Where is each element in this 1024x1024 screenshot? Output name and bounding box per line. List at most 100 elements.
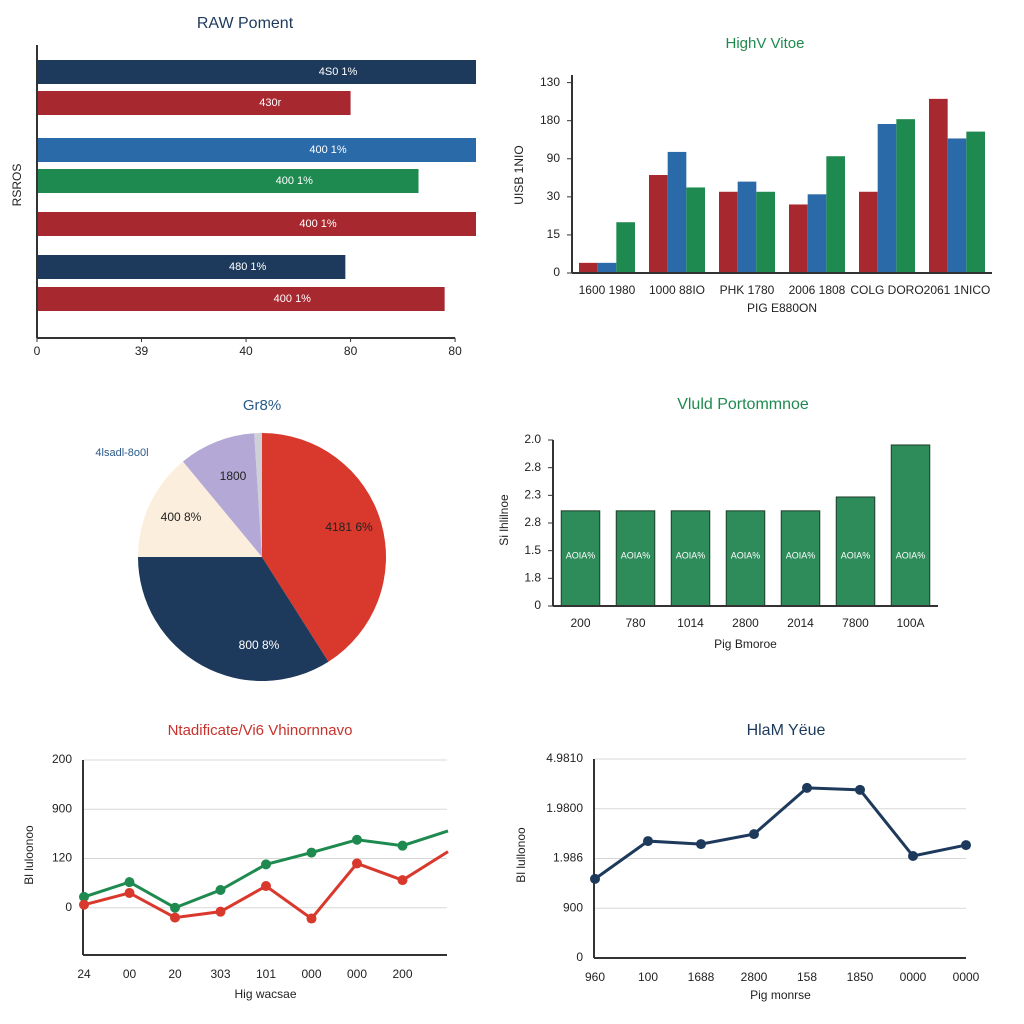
bar — [835, 496, 876, 607]
bar — [929, 98, 948, 273]
bar — [37, 138, 476, 162]
x-tick-label: 1688 — [688, 970, 715, 984]
pie-slice — [254, 433, 262, 557]
bar — [670, 510, 711, 607]
x-axis-label: Hig wacsae — [234, 987, 296, 1001]
bar — [719, 191, 738, 273]
x-tick-label: 200 — [570, 616, 590, 630]
bar — [579, 262, 598, 273]
y-tick-label: 1.986 — [553, 851, 583, 865]
y-tick-label: 900 — [52, 801, 72, 815]
bar-label: AOIA% — [731, 550, 761, 560]
x-tick-label: 24 — [77, 967, 91, 981]
point — [79, 899, 89, 910]
bar — [780, 510, 821, 607]
point — [590, 873, 600, 884]
point — [352, 858, 362, 869]
x-tick-label: 100 — [638, 970, 658, 984]
y-tick-label: 0 — [553, 265, 560, 279]
x-tick-label: 000 — [301, 967, 321, 981]
x-axis-label: Pig Bmoroe — [714, 637, 777, 651]
bar-label: 4S0 1% — [319, 66, 358, 78]
bar-label: AOIA% — [566, 550, 596, 560]
point — [855, 784, 865, 795]
y-tick-label: 1.5 — [524, 543, 541, 557]
y-tick-label: 200 — [52, 752, 72, 766]
bar-label: 400 1% — [274, 293, 312, 305]
x-axis-label: Pig monrse — [750, 988, 811, 1002]
point — [908, 851, 918, 862]
bar-label: 400 1% — [299, 218, 337, 230]
bar — [37, 91, 351, 115]
bar — [37, 255, 346, 279]
slice-label: 400 8% — [161, 510, 202, 524]
bar — [597, 262, 617, 273]
x-tick-label: 303 — [210, 967, 230, 981]
x-axis-label: PIG E880ON — [747, 301, 817, 315]
pie-slice — [182, 433, 262, 557]
bar-label: AOIA% — [841, 550, 871, 560]
y-axis-label: UISB 1NIO — [512, 145, 526, 204]
bar — [947, 138, 967, 273]
point — [261, 859, 271, 870]
line-series — [594, 786, 967, 881]
point — [215, 885, 226, 895]
x-tick-label: 39 — [135, 344, 149, 358]
bar — [37, 287, 445, 311]
x-tick-label: 7800 — [842, 616, 869, 630]
bar — [896, 119, 915, 274]
bar — [966, 131, 985, 273]
x-tick-label: 100A — [896, 616, 924, 630]
bar-label: 400 1% — [309, 144, 347, 156]
bar-label: 400 1% — [276, 175, 314, 187]
x-tick-label: 1600 1980 — [579, 283, 636, 297]
y-axis-label: RSROS — [10, 164, 24, 207]
x-tick-label: 00 — [123, 967, 137, 981]
x-tick-label: 000 — [347, 967, 367, 981]
bar-label: AOIA% — [896, 550, 926, 560]
bar — [807, 194, 827, 273]
x-tick-label: 1014 — [677, 616, 704, 630]
point — [170, 902, 180, 913]
x-tick-label: 40 — [239, 344, 253, 358]
bar — [37, 169, 419, 193]
x-tick-label: 780 — [625, 616, 645, 630]
bar — [859, 191, 878, 273]
slice-label: 800 8% — [239, 638, 280, 652]
bar — [686, 187, 705, 273]
bar-label: AOIA% — [621, 550, 651, 560]
bar — [725, 510, 766, 607]
point — [306, 847, 317, 858]
chart-title: Vluld Portommnoe — [677, 396, 809, 413]
x-tick-label: 0 — [34, 344, 41, 358]
bar — [37, 212, 476, 236]
point — [961, 840, 971, 851]
bar — [756, 191, 775, 273]
point — [124, 887, 135, 898]
x-tick-label: 200 — [392, 967, 412, 981]
bar-label: 480 1% — [229, 261, 267, 273]
point — [261, 881, 271, 892]
y-axis-label: Bl lullonoo — [514, 827, 528, 883]
x-tick-label: 80 — [448, 344, 462, 358]
slice-label: 1800 — [220, 469, 247, 483]
y-tick-label: 2.3 — [524, 488, 541, 502]
x-tick-label: 0000 — [953, 970, 980, 984]
x-tick-label: 80 — [344, 344, 358, 358]
x-tick-label: 0000 — [900, 970, 927, 984]
x-tick-label: 2800 — [741, 970, 768, 984]
point — [696, 839, 706, 850]
bar — [877, 123, 897, 273]
y-tick-label: 1.9800 — [546, 801, 583, 815]
x-tick-label: 1000 88IO — [649, 283, 705, 297]
y-tick-label: 4.9810 — [546, 751, 583, 765]
point — [79, 891, 89, 902]
point — [352, 834, 362, 845]
point — [170, 912, 180, 923]
point — [643, 836, 653, 847]
bar — [649, 175, 668, 273]
point — [802, 782, 812, 793]
slice-label: 4181 6% — [325, 520, 373, 534]
point — [124, 877, 135, 888]
